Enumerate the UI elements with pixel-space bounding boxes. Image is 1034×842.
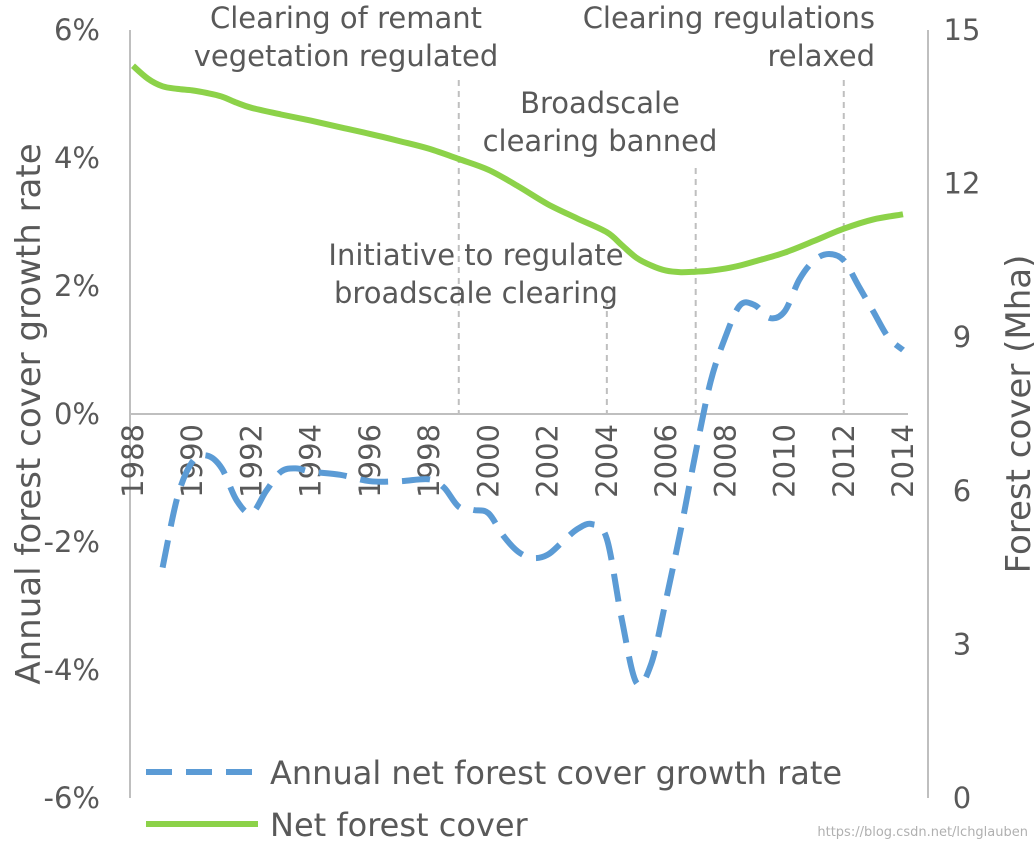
x-tick-label: 1996 <box>353 424 387 498</box>
x-tick-label: 2002 <box>531 424 565 498</box>
right-tick-label: 6 <box>953 474 971 508</box>
left-tick-label: 6% <box>54 13 100 47</box>
left-tick-label: -2% <box>44 525 100 559</box>
x-tick-label: 2000 <box>471 424 505 498</box>
left-tick-label: -6% <box>44 781 100 815</box>
event-annotation-1999: vegetation regulated <box>194 39 499 73</box>
event-annotation-1999: Clearing of remant <box>210 1 482 35</box>
growth-rate-series-line <box>159 251 905 688</box>
event-annotation-2012: Clearing regulations <box>583 1 875 35</box>
legend-label-growth-rate: Annual net forest cover growth rate <box>270 754 842 792</box>
watermark: https://blog.csdn.net/lchglauben <box>817 825 1028 840</box>
legend: Annual net forest cover growth rate Net … <box>146 754 842 842</box>
x-tick-label: 1992 <box>234 424 268 498</box>
event-annotation-2007: Broadscale <box>520 86 680 120</box>
event-lines-group <box>457 80 845 414</box>
event-annotation-2012: relaxed <box>768 39 875 73</box>
left-tick-label: 0% <box>54 397 100 431</box>
x-tick-labels-group: 1988 1990 1992 1994 1996 1998 2000 2002 2004 2006… <box>116 424 920 498</box>
left-tick-labels-group: -6% -4% -2% 0% 2% 4% 6% <box>44 13 100 815</box>
event-annotation-2004: Initiative to regulate <box>328 238 623 272</box>
right-tick-label: 9 <box>953 320 971 354</box>
x-tick-label: 1988 <box>116 424 150 498</box>
x-tick-label: 2014 <box>886 424 920 498</box>
axes-group <box>129 30 929 798</box>
left-tick-label: -4% <box>44 653 100 687</box>
x-tick-label: 2006 <box>649 424 683 498</box>
forest-cover-series-line <box>130 63 904 276</box>
x-tick-label: 2004 <box>590 424 624 498</box>
x-tick-label: 1994 <box>294 424 328 498</box>
right-tick-label: 3 <box>953 627 971 661</box>
annotations-group: Clearing of remant vegetation regulated In… <box>194 1 875 310</box>
event-annotation-2007: clearing banned <box>483 124 718 158</box>
right-tick-label: 15 <box>944 13 981 47</box>
right-tick-labels-group: 0 3 6 9 12 15 <box>944 13 981 815</box>
x-tick-label: 2012 <box>827 424 861 498</box>
legend-label-forest-cover: Net forest cover <box>270 806 529 842</box>
left-tick-label: 2% <box>54 269 100 303</box>
x-tick-label: 1998 <box>412 424 446 498</box>
series-group <box>130 63 905 688</box>
x-tick-label: 2008 <box>708 424 742 498</box>
event-annotation-2004: broadscale clearing <box>334 276 618 310</box>
left-tick-label: 4% <box>54 141 100 175</box>
right-tick-label: 12 <box>944 167 981 201</box>
left-axis-title: Annual forest cover growth rate <box>9 143 49 684</box>
right-tick-label: 0 <box>953 781 971 815</box>
x-tick-label: 2010 <box>768 424 802 498</box>
right-axis-title: Forest cover (Mha) <box>999 255 1034 574</box>
